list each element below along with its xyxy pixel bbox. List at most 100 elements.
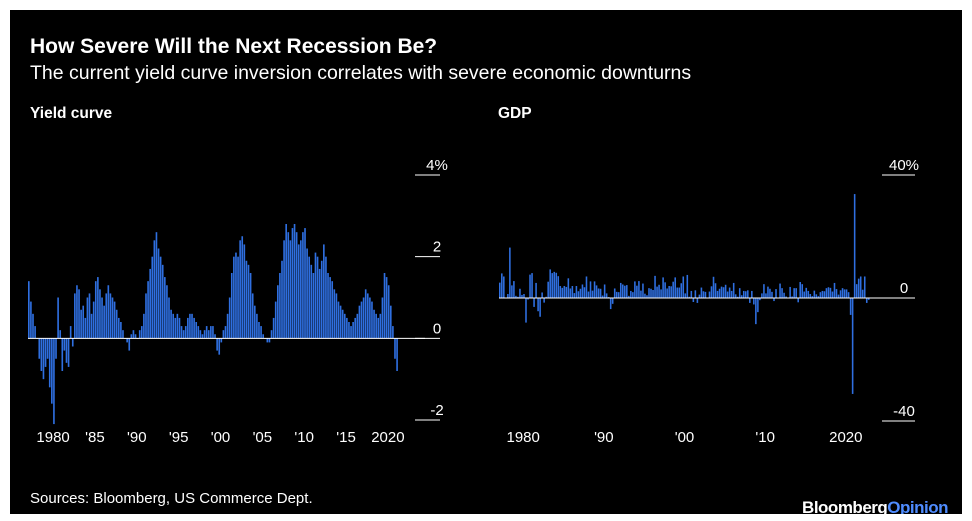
gdp-bar — [803, 292, 805, 298]
gdp-bar — [864, 276, 866, 298]
gdp-bar — [529, 275, 531, 298]
gdp-bar — [596, 285, 598, 298]
gdp-bar — [638, 281, 640, 298]
gdp-bar — [747, 290, 749, 298]
gdp-bar — [729, 288, 731, 298]
gdp-bar — [725, 285, 727, 298]
gdp-bar — [856, 284, 858, 298]
gdp-bar — [658, 285, 660, 298]
gdp-bar — [779, 284, 781, 298]
gdp-bar — [850, 298, 852, 315]
gdp-bar — [664, 282, 666, 298]
gdp-bar — [672, 282, 674, 298]
gdp-bar — [836, 289, 838, 298]
gdp-bar — [723, 287, 725, 298]
gdp-bar — [636, 286, 638, 298]
gdp-bar — [840, 290, 842, 298]
gdp-bar — [789, 287, 791, 298]
gdp-bar — [533, 298, 535, 307]
gdp-bar — [634, 281, 636, 298]
gdp-bar — [576, 286, 578, 298]
gdp-bar — [511, 285, 513, 298]
gdp-bar — [539, 298, 541, 317]
gdp-bar — [662, 277, 664, 298]
gdp-bar — [650, 289, 652, 298]
gdp-bar — [834, 283, 836, 298]
gdp-bar — [826, 288, 828, 298]
gdp-bar — [553, 272, 555, 298]
gdp-bar — [555, 273, 557, 298]
gdp-bar — [557, 276, 559, 298]
gdp-bar — [632, 292, 634, 298]
gdp-bar — [513, 281, 515, 298]
gdp-bar — [523, 294, 525, 298]
gdp-bar — [660, 289, 662, 298]
brand-primary: Bloomberg — [802, 498, 887, 514]
gdp-bar — [670, 286, 672, 298]
gdp-bar — [509, 248, 511, 298]
gdp-bar — [717, 291, 719, 298]
gdp-bar — [711, 286, 713, 298]
gdp-bar — [604, 284, 606, 298]
gdp-bar — [805, 288, 807, 298]
gdp-bar — [693, 298, 695, 302]
gdp-bar — [761, 293, 763, 298]
gdp-bar — [572, 286, 574, 298]
gdp-bar — [574, 293, 576, 298]
brand-logo: BloombergOpinion — [802, 498, 948, 514]
gdp-bar — [644, 294, 646, 298]
source-note: Sources: Bloomberg, US Commerce Dept. — [30, 490, 313, 507]
gdp-bars — [499, 194, 870, 394]
gdp-bar — [564, 286, 566, 298]
gdp-bar — [832, 292, 834, 298]
gdp-bar — [525, 298, 527, 323]
gdp-bar — [846, 289, 848, 298]
gdp-bar — [822, 291, 824, 298]
gdp-bar — [549, 269, 551, 298]
gdp-bar — [781, 288, 783, 298]
gdp-bar — [648, 288, 650, 298]
gdp-bar — [816, 294, 818, 298]
gdp-bar — [695, 290, 697, 298]
gdp-bar — [739, 288, 741, 298]
gdp-bar — [600, 289, 602, 298]
gdp-bar — [797, 298, 799, 302]
gdp-x-tick-label: 2020 — [829, 429, 862, 446]
gdp-bar — [763, 284, 765, 298]
gdp-bar — [652, 290, 654, 298]
gdp-bar — [501, 273, 503, 298]
gdp-bar — [559, 286, 561, 298]
gdp-bar — [503, 276, 505, 298]
gdp-bar — [727, 292, 729, 298]
gdp-bar — [535, 283, 537, 298]
gdp-bar — [745, 291, 747, 298]
gdp-bar — [640, 291, 642, 298]
gdp-bar — [594, 281, 596, 298]
gdp-bar — [852, 298, 854, 394]
gdp-bar — [713, 277, 715, 298]
gdp-bar — [771, 292, 773, 298]
gdp-bar — [715, 283, 717, 298]
gdp-bar — [537, 298, 539, 311]
gdp-bar — [592, 291, 594, 298]
gdp-bar — [630, 291, 632, 298]
gdp-bar — [685, 293, 687, 298]
gdp-bar — [775, 289, 777, 298]
gdp-bar — [703, 291, 705, 298]
gdp-bar — [807, 291, 809, 298]
gdp-bar — [721, 287, 723, 298]
gdp-bar — [848, 292, 850, 298]
gdp-bar — [753, 298, 755, 304]
gdp-bar — [656, 287, 658, 298]
gdp-bar — [860, 276, 862, 298]
gdp-bar — [612, 298, 614, 304]
gdp-bar — [767, 287, 769, 298]
gdp-bar — [765, 293, 767, 298]
gdp-bar — [620, 283, 622, 298]
gdp-bar — [743, 291, 745, 298]
gdp-y-tick-label: -40 — [893, 403, 915, 420]
gdp-bar — [699, 295, 701, 298]
gdp-bar — [793, 288, 795, 298]
gdp-bar — [719, 289, 721, 298]
gdp-bar — [799, 282, 801, 298]
